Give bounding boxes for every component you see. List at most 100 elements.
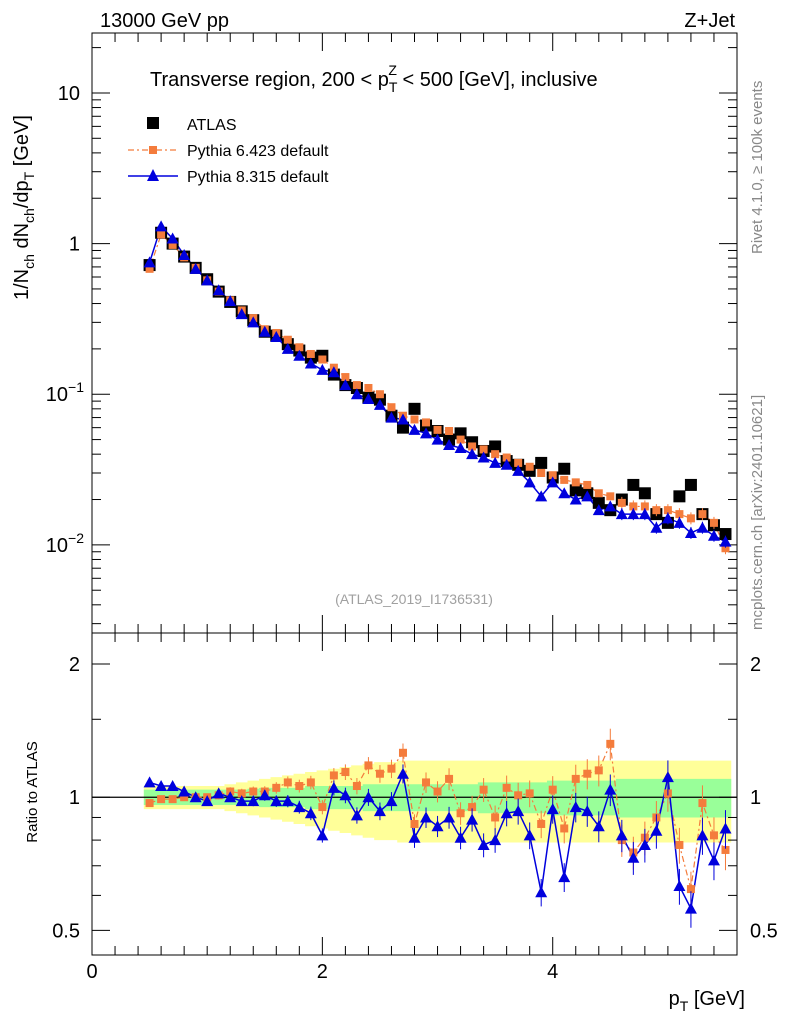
ratio-pythia8-point: [581, 805, 594, 817]
ratio-pythia8-point: [627, 851, 640, 863]
pythia6-point: [663, 506, 672, 515]
pythia8-point: [350, 388, 363, 400]
pythia8-point: [270, 330, 283, 342]
atlas-point: [673, 490, 686, 503]
pythia8-point: [638, 508, 651, 520]
pythia6-point: [479, 445, 488, 454]
pythia8-point: [696, 521, 709, 533]
pythia6-point: [341, 373, 350, 382]
pythia8-point: [719, 535, 732, 547]
ratio-pythia6-point: [352, 782, 361, 791]
pythia8-point: [673, 516, 686, 528]
ratio-pythia6-point: [329, 771, 338, 780]
ratio-pythia6-point: [502, 783, 511, 792]
pythia8-point: [189, 262, 202, 274]
atlas-point: [558, 462, 571, 475]
pythia8-point: [304, 357, 317, 369]
pythia8-point: [477, 451, 490, 463]
header-energy: 13000 GeV pp: [100, 10, 229, 32]
ratio-pythia6-point: [157, 795, 166, 804]
rivet-side-label: Rivet 4.1.0, ≥ 100k events: [749, 81, 766, 254]
ratio-pythia8-point: [696, 829, 709, 841]
pythia8-point: [408, 423, 421, 435]
pythia8-point: [155, 220, 168, 232]
ratio-pythia8-point: [535, 886, 548, 898]
pythia6-point: [721, 544, 730, 553]
atlas-point: [396, 421, 409, 434]
ratio-series-layer: [143, 728, 732, 928]
main-series-layer: [143, 220, 732, 555]
pythia6-point: [375, 390, 384, 399]
pythia8-point: [615, 508, 628, 520]
x-axis-label: pT [GeV]: [669, 988, 745, 1014]
pythia8-point: [489, 456, 502, 468]
ratio-pythia8-point: [270, 795, 283, 807]
atlas-point: [638, 487, 651, 500]
legend-marker-pythia8: [147, 169, 159, 181]
ratio-pythia8-point: [431, 820, 444, 832]
ratio-y-tick-label-right: 2: [750, 654, 761, 676]
ratio-pythia6-point: [606, 739, 615, 748]
pythia6-point: [295, 343, 304, 352]
ratio-pythia8-point: [500, 807, 513, 819]
ratio-pythia8-point: [719, 822, 732, 834]
ratio-pythia6-point: [237, 789, 246, 798]
ratio-pythia8-point: [189, 791, 202, 803]
pythia6-point: [318, 355, 327, 364]
legend-marker-atlas: [147, 117, 159, 129]
pythia8-point: [396, 413, 409, 425]
pythia8-point: [454, 441, 467, 453]
pythia6-point: [525, 462, 534, 471]
ratio-pythia8-point: [178, 785, 191, 797]
pythia6-point: [387, 403, 396, 412]
ratio-pythia8-point: [569, 801, 582, 813]
pythia8-point: [201, 274, 214, 286]
ratio-pythia8-point: [615, 829, 628, 841]
atlas-point: [569, 484, 582, 497]
ratio-y-tick-label-right: 0.5: [750, 920, 778, 942]
main-axis-ticks: 10 1 10−1 10−2: [46, 33, 738, 633]
ratio-pythia8-point: [684, 902, 697, 914]
ratio-pythia6-point: [514, 791, 523, 800]
pythia8-point: [604, 500, 617, 512]
pythia6-point: [168, 240, 177, 249]
ratio-pythia8-point: [155, 780, 168, 792]
pythia8-point: [500, 458, 513, 470]
ratio-pythia8-point: [707, 854, 720, 866]
ratio-y-tick-label-right: 1: [750, 787, 761, 809]
ratio-pythia8-point: [661, 771, 674, 783]
ratio-pythia8-point: [408, 831, 421, 843]
ratio-pythia6-point: [168, 795, 177, 804]
ratio-pythia8-point: [385, 795, 398, 807]
ratio-pythia8-point: [443, 811, 456, 823]
pythia8-point: [178, 248, 191, 260]
pythia6-point: [617, 498, 626, 507]
pythia8-point: [650, 521, 663, 533]
pythia8-point: [466, 448, 479, 460]
ratio-pythia6-point: [375, 769, 384, 778]
pythia6-point: [364, 383, 373, 392]
pythia6-point: [709, 518, 718, 527]
ratio-pythia6-point: [398, 748, 407, 757]
ratio-pythia6-point: [560, 824, 569, 833]
pythia6-point: [422, 418, 431, 427]
ratio-pythia6-point: [445, 774, 454, 783]
ratio-pythia6-point: [525, 789, 534, 798]
ratio-pythia6-point: [283, 778, 292, 787]
pythia8-point: [293, 349, 306, 361]
pythia6-point: [145, 264, 154, 273]
ratio-pythia8-point: [235, 795, 248, 807]
analysis-watermark: (ATLAS_2019_I1736531): [335, 591, 493, 607]
pythia6-point: [698, 510, 707, 519]
pythia6-point: [606, 492, 615, 501]
pythia6-point: [502, 453, 511, 462]
pythia8-point: [707, 529, 720, 541]
ratio-pythia6-point: [341, 768, 350, 777]
pythia6-point: [352, 381, 361, 390]
ratio-pythia8-point: [604, 783, 617, 795]
ratio-pythia8-point: [454, 831, 467, 843]
ratio-pythia8-point: [362, 791, 375, 803]
pythia8-point: [373, 398, 386, 410]
ratio-pythia8-point: [304, 807, 317, 819]
